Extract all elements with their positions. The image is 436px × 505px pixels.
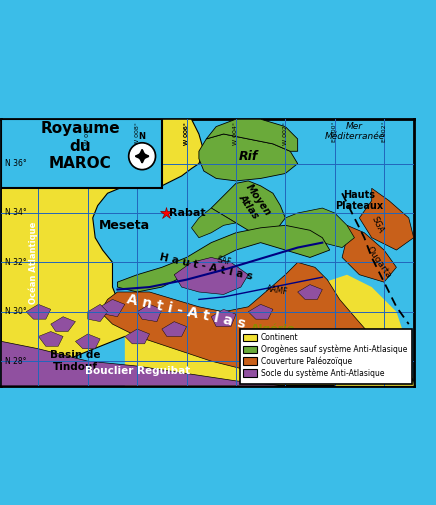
Text: SAF: SAF [216, 255, 232, 267]
Polygon shape [206, 119, 298, 152]
Polygon shape [1, 119, 204, 386]
Text: W 004°: W 004° [233, 122, 238, 144]
Bar [243, 334, 257, 341]
Text: N 36°: N 36° [5, 159, 27, 168]
Text: Rif: Rif [238, 149, 258, 163]
Polygon shape [100, 299, 125, 317]
Bar [243, 358, 257, 365]
Polygon shape [138, 154, 146, 159]
Text: Algérie: Algérie [251, 324, 295, 334]
Text: Ougarta: Ougarta [365, 245, 393, 280]
Polygon shape [75, 334, 100, 349]
Text: Socle du système Anti-Atlasique: Socle du système Anti-Atlasique [261, 368, 384, 378]
Polygon shape [248, 305, 273, 319]
Polygon shape [88, 305, 108, 322]
Text: W 006°: W 006° [184, 122, 189, 144]
Text: Océan Atlantique: Océan Atlantique [29, 221, 38, 304]
Text: Orogènes sauf système Anti-Atlasique: Orogènes sauf système Anti-Atlasique [261, 344, 407, 354]
Polygon shape [117, 225, 330, 292]
Bar [243, 369, 257, 377]
Text: SGA: SGA [369, 215, 385, 235]
Text: E 002°: E 002° [382, 122, 387, 142]
Text: A n t i - A t l a s: A n t i - A t l a s [126, 292, 247, 331]
FancyBboxPatch shape [240, 329, 412, 384]
Polygon shape [199, 134, 298, 181]
Text: N 30°: N 30° [5, 307, 27, 316]
Polygon shape [137, 305, 162, 322]
Text: N 32°: N 32° [5, 258, 27, 267]
Polygon shape [51, 317, 75, 331]
FancyBboxPatch shape [1, 119, 162, 188]
Text: N: N [139, 132, 146, 141]
Polygon shape [359, 188, 414, 250]
Polygon shape [26, 305, 51, 319]
Polygon shape [125, 329, 150, 344]
Polygon shape [38, 331, 63, 346]
Polygon shape [125, 119, 414, 386]
Text: N 28°: N 28° [5, 357, 27, 366]
Text: Continent: Continent [261, 333, 298, 342]
Polygon shape [1, 341, 335, 386]
Circle shape [129, 142, 156, 170]
Text: Basin de
Tindouf: Basin de Tindouf [50, 350, 101, 372]
Bar [243, 345, 257, 353]
Text: W 002°: W 002° [283, 122, 288, 144]
Text: W 010°: W 010° [85, 122, 90, 144]
Polygon shape [174, 258, 248, 294]
Text: W 006°: W 006° [184, 122, 189, 144]
Text: Mer
Méditerranée: Mer Méditerranée [324, 122, 385, 141]
Text: Couverture Paléozoïque: Couverture Paléozoïque [261, 357, 352, 366]
Text: Royaume
du
MAROC: Royaume du MAROC [41, 121, 120, 171]
Circle shape [130, 144, 154, 168]
Text: Hauts
Plateaux: Hauts Plateaux [335, 190, 383, 212]
Text: Rabat: Rabat [169, 208, 206, 218]
Text: N 34°: N 34° [5, 209, 27, 218]
Polygon shape [298, 285, 322, 299]
Polygon shape [162, 322, 187, 336]
Text: Bouclier Reguibat: Bouclier Reguibat [85, 366, 190, 376]
Polygon shape [191, 208, 236, 238]
Text: Moyen
Atlas: Moyen Atlas [234, 182, 272, 224]
Polygon shape [342, 225, 396, 282]
Polygon shape [211, 309, 236, 327]
Text: H a u t - A t l a s: H a u t - A t l a s [159, 252, 254, 282]
Text: W 008°: W 008° [135, 122, 140, 144]
Polygon shape [285, 208, 354, 247]
Polygon shape [100, 263, 414, 381]
Text: Meseta: Meseta [99, 219, 150, 232]
Text: E 000°: E 000° [332, 122, 337, 142]
Polygon shape [211, 181, 285, 233]
Text: AAMF: AAMF [266, 284, 289, 296]
